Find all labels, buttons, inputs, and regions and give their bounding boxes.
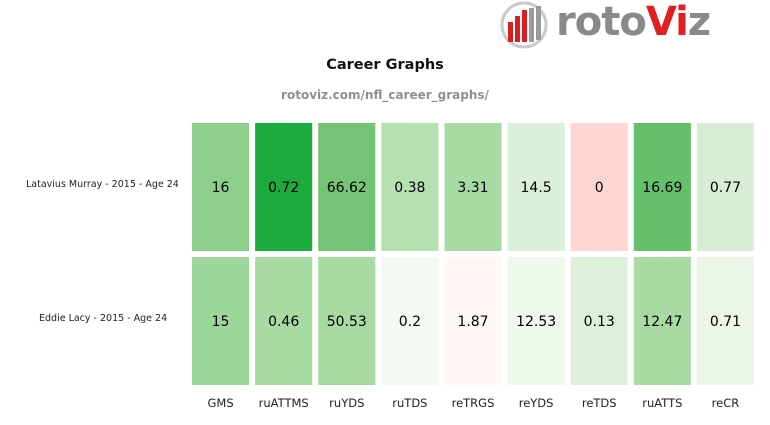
- heatmap-cell: [570, 257, 628, 385]
- cell-value-label: 12.47: [642, 314, 682, 330]
- heatmap-cell: [507, 257, 565, 385]
- row-label: Latavius Murray - 2015 - Age 24: [26, 179, 179, 190]
- cell-value-label: 0.72: [268, 180, 299, 196]
- column-label: reTDS: [582, 396, 617, 410]
- heatmap-cell: [633, 123, 691, 251]
- heatmap-cell: [381, 123, 439, 251]
- heatmap-cell: [444, 123, 502, 251]
- column-label: ruTDS: [392, 396, 427, 410]
- chart-title: Career Graphs: [326, 57, 444, 73]
- cell-value-label: 0.46: [268, 314, 299, 330]
- rotoviz-logo: [498, 0, 698, 50]
- cell-value-label: 14.5: [521, 180, 552, 196]
- cell-value-label: 3.31: [457, 180, 488, 196]
- column-label: ruATTMS: [259, 396, 309, 410]
- cell-value-label: 12.53: [516, 314, 556, 330]
- cell-value-label: 0.2: [399, 314, 421, 330]
- heatmap-cell: [192, 257, 250, 385]
- cell-value-label: 0.13: [584, 314, 615, 330]
- cell-value-label: 16.69: [642, 180, 682, 196]
- heatmap-cell: [696, 123, 754, 251]
- cell-value-label: 50.53: [327, 314, 367, 330]
- heatmap-cell: [318, 123, 376, 251]
- cell-value-label: 0.38: [394, 180, 425, 196]
- heatmap-cell: [444, 257, 502, 385]
- heatmap-cell: [696, 257, 754, 385]
- row-label: Eddie Lacy - 2015 - Age 24: [39, 313, 168, 324]
- column-label: reTRGS: [452, 396, 495, 410]
- cell-value-label: 15: [212, 314, 230, 330]
- cell-value-label: 0.77: [710, 180, 741, 196]
- heatmap-cell: [255, 257, 313, 385]
- cell-value-label: 0: [595, 180, 604, 196]
- chart-subtitle: rotoviz.com/nfl_career_graphs/: [281, 88, 489, 102]
- cell-value-label: 0.71: [710, 314, 741, 330]
- cell-value-label: 1.87: [457, 314, 488, 330]
- column-label: reCR: [712, 396, 740, 410]
- column-label: ruYDS: [329, 396, 364, 410]
- heatmap-cell: [192, 123, 250, 251]
- heatmap-cell: [633, 257, 691, 385]
- heatmap-cell: [570, 123, 628, 251]
- heatmap-cell: [507, 123, 565, 251]
- heatmap-cell: [381, 257, 439, 385]
- column-label: ruATTS: [642, 396, 682, 410]
- logo-text: rotoViz: [556, 0, 711, 45]
- logo-chart-icon: [500, 1, 548, 49]
- cell-value-label: 16: [212, 180, 230, 196]
- heatmap-cell: [255, 123, 313, 251]
- heatmap-cell: [318, 257, 376, 385]
- cell-value-label: 66.62: [327, 180, 367, 196]
- column-label: reYDS: [519, 396, 554, 410]
- column-label: GMS: [207, 396, 233, 410]
